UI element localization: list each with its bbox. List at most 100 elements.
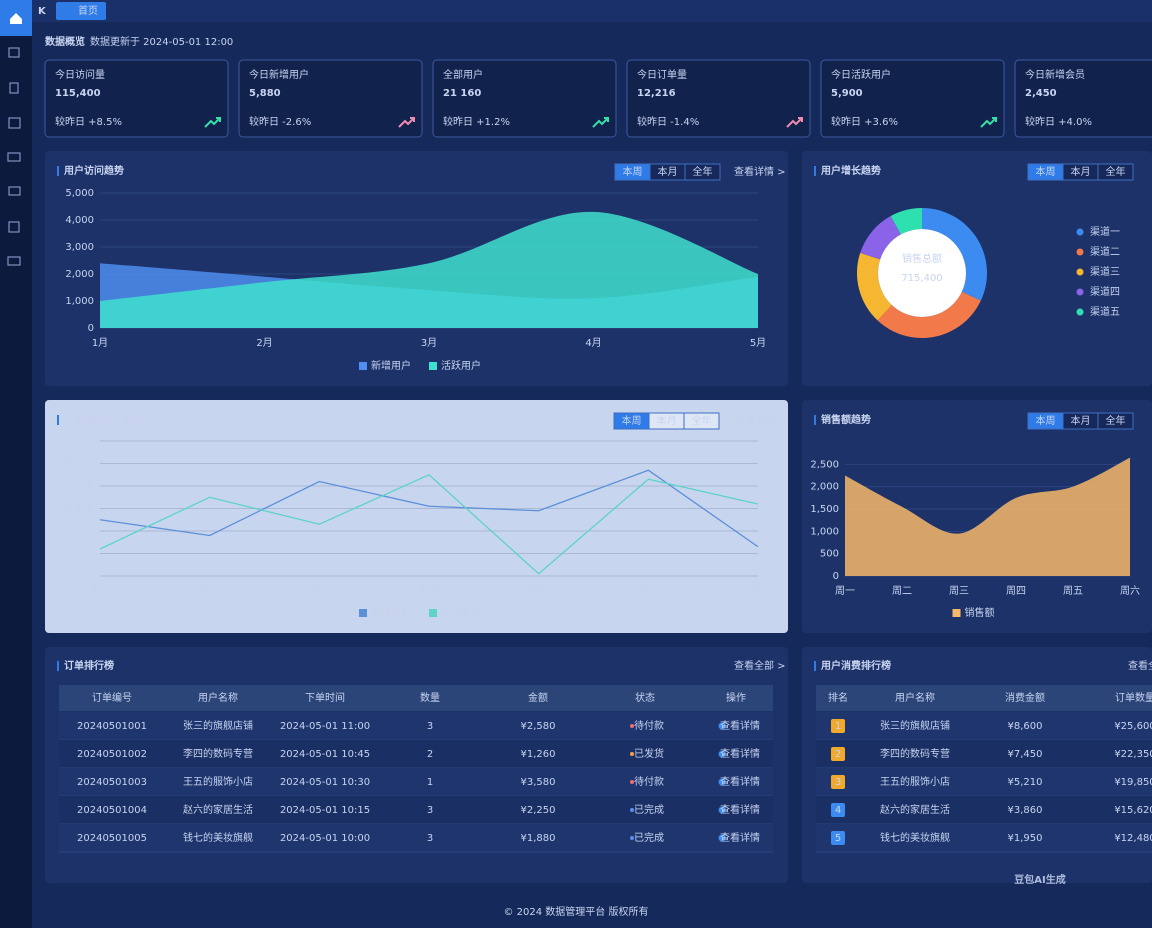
table-cell: 钱七的美妆旗舰 <box>183 831 253 844</box>
x-tick-label: 周二 <box>892 585 912 597</box>
kpi-value: 115,400 <box>55 88 101 99</box>
y-tick-label: 1,000 <box>65 296 94 307</box>
y-tick-label: 5,000 <box>65 188 94 199</box>
table-cell: 已完成 <box>634 831 664 844</box>
action-icon[interactable] <box>718 750 726 758</box>
y-tick-label: 1,000 <box>810 526 839 537</box>
pie-slice <box>857 252 892 321</box>
kpi-value: 12,216 <box>637 88 676 99</box>
table-row <box>816 712 1152 740</box>
table-cell[interactable]: 查看详情 <box>720 747 760 760</box>
kpi-value: 2,450 <box>1025 88 1057 99</box>
line <box>99 469 759 548</box>
pie-slice <box>860 216 901 260</box>
x-tick-label: 周一 <box>90 585 110 597</box>
kpi-label: 今日新增会员 <box>1025 68 1085 81</box>
legend-label: 渠道二 <box>1090 245 1120 258</box>
chart-tab-label[interactable]: 本月 <box>1071 414 1091 427</box>
footer: © 2024 数据管理平台 版权所有 <box>504 905 649 918</box>
sidebar-icons[interactable] <box>7 47 21 266</box>
kpi-label: 全部用户 <box>443 68 483 81</box>
title-bar <box>814 661 816 671</box>
action-icon[interactable] <box>718 778 726 786</box>
table-cell: 1 <box>427 777 433 788</box>
table-cell: 2024-05-01 11:00 <box>280 721 370 732</box>
trend-icon <box>786 117 803 128</box>
table-cell: 3 <box>427 721 433 732</box>
panel-title: 销售额趋势 <box>821 413 871 426</box>
table-header-cell: 消费金额 <box>1005 691 1045 704</box>
table-cell: ¥8,600 <box>1008 721 1043 732</box>
legend-swatch <box>359 609 367 617</box>
chart-tab[interactable] <box>684 163 721 181</box>
rank-badge <box>831 747 845 761</box>
x-tick-label: 2月 <box>256 337 272 349</box>
chart-tab-label[interactable]: 本周 <box>1036 165 1056 178</box>
x-tick-label: 周四 <box>419 585 439 597</box>
table-cell[interactable]: 查看详情 <box>720 803 760 816</box>
page-subtitle: 数据更新于 2024-05-01 12:00 <box>90 35 233 48</box>
table-cell: ¥1,950 <box>1008 833 1043 844</box>
chart-link[interactable]: 查看详情 > <box>734 165 786 178</box>
table-header-cell: 排名 <box>828 691 848 704</box>
tab-label[interactable]: 首页 <box>78 4 98 17</box>
table-link[interactable]: 查看全部 > <box>734 659 786 672</box>
action-icon[interactable] <box>718 806 726 814</box>
panel-title: 用户增长趋势 <box>820 164 881 177</box>
chart-tab-label[interactable]: 本周 <box>623 165 643 178</box>
x-tick-label: 周四 <box>1006 585 1026 597</box>
chart-tab-label[interactable]: 本月 <box>658 165 678 178</box>
chart-link[interactable]: 查看更多 > <box>737 414 789 427</box>
table-cell[interactable]: 查看详情 <box>720 719 760 732</box>
y-tick-label: 3,000 <box>65 242 94 253</box>
legend-swatch <box>429 609 437 617</box>
table-cell: 20240501004 <box>77 805 147 816</box>
kpi-card <box>432 59 617 138</box>
table-cell: 王五的服饰小店 <box>880 775 950 788</box>
table-cell: 1 <box>835 721 841 732</box>
chart-tab-label[interactable]: 全年 <box>693 165 713 178</box>
chart-tab-label[interactable]: 全年 <box>1106 165 1126 178</box>
y-tick-label: 2,000 <box>65 269 94 280</box>
chart-tab[interactable] <box>1097 163 1134 181</box>
kpi-change: 较昨日 +8.5% <box>55 115 122 128</box>
table-header-cell: 用户名称 <box>895 691 935 704</box>
table-cell[interactable]: 查看详情 <box>720 775 760 788</box>
table-cell: ¥2,580 <box>521 721 556 732</box>
table-cell: 2 <box>835 749 841 760</box>
table-cell: ¥25,600 <box>1114 721 1152 732</box>
chart-tab-label[interactable]: 本周 <box>1036 414 1056 427</box>
chart-tab-label[interactable]: 本月 <box>657 414 677 427</box>
action-icon[interactable] <box>718 834 726 842</box>
action-icon[interactable] <box>718 722 726 730</box>
kpi-change: 较昨日 -1.4% <box>637 115 699 128</box>
collapse-icon[interactable]: K <box>38 6 47 17</box>
center-value: 715,400 <box>901 273 942 284</box>
legend-label: 渠道四 <box>1090 285 1120 298</box>
legend-swatch <box>359 362 367 370</box>
y-tick-label: 4,000 <box>65 215 94 226</box>
kpi-label: 今日活跃用户 <box>831 68 891 81</box>
chart-tab-label[interactable]: 全年 <box>1106 414 1126 427</box>
kpi-change: 较昨日 -2.6% <box>249 115 311 128</box>
trend-icon <box>204 117 221 128</box>
table-cell: 王五的服饰小店 <box>183 775 253 788</box>
chart-tab-label[interactable]: 本周 <box>622 414 642 427</box>
title-bar <box>57 415 59 425</box>
kpi-card <box>1014 59 1152 138</box>
status-dot <box>630 780 634 784</box>
table-link[interactable]: 查看全部 <box>1128 659 1152 672</box>
title-bar <box>814 166 816 176</box>
tab[interactable] <box>56 2 106 20</box>
table-cell[interactable]: 查看详情 <box>720 831 760 844</box>
legend-swatch <box>429 362 437 370</box>
x-tick-label: 4月 <box>585 337 601 349</box>
chart-tab-label[interactable]: 本月 <box>1071 165 1091 178</box>
table-cell: ¥7,450 <box>1008 749 1043 760</box>
table-cell: 赵六的家居生活 <box>183 803 253 816</box>
chart-tab-label[interactable]: 全年 <box>692 414 712 427</box>
chart-tab[interactable] <box>1097 412 1134 430</box>
chart-tab[interactable] <box>683 412 720 430</box>
title-bar <box>57 166 59 176</box>
